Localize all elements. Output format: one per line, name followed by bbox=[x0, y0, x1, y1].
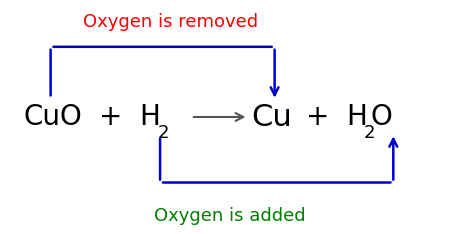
Text: +: + bbox=[99, 103, 122, 131]
Text: O: O bbox=[369, 103, 391, 131]
Text: H: H bbox=[345, 103, 366, 131]
Text: Oxygen is added: Oxygen is added bbox=[154, 208, 305, 225]
Text: Cu: Cu bbox=[251, 102, 291, 132]
Text: CuO: CuO bbox=[23, 103, 82, 131]
Text: 2: 2 bbox=[157, 124, 169, 142]
Text: H: H bbox=[139, 103, 160, 131]
Text: 2: 2 bbox=[364, 124, 375, 142]
Text: Oxygen is removed: Oxygen is removed bbox=[83, 13, 257, 31]
Text: +: + bbox=[305, 103, 328, 131]
